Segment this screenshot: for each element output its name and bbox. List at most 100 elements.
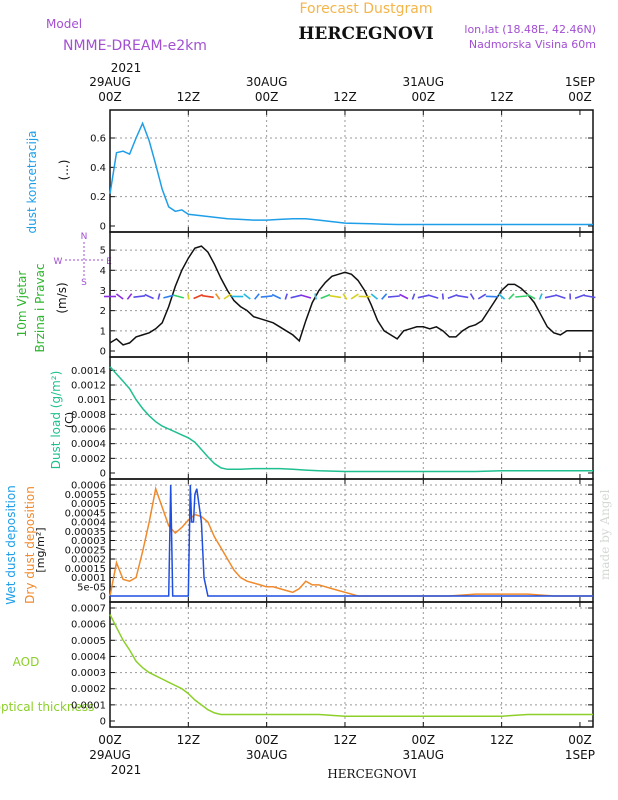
top-hour-label: 00Z <box>255 90 279 104</box>
ytick-label: 2 <box>100 306 106 317</box>
wind-arrow <box>538 293 543 300</box>
wind-arrow <box>329 294 342 299</box>
series-line-aod-0 <box>109 614 593 717</box>
ytick-label: 0.00045 <box>65 508 106 519</box>
ytick-label: 0.0006 <box>71 620 106 631</box>
bottom-hour-label: 12Z <box>333 733 357 747</box>
footer-station: HERCEGNOVI <box>327 767 417 781</box>
wind-arrow <box>498 293 506 300</box>
aod-ylabel: AOD <box>13 655 40 669</box>
wind-arrow <box>320 293 331 300</box>
ytick-label: 0.0014 <box>71 366 106 377</box>
panel-frame-dust-concentration <box>109 109 594 233</box>
ytick-label: 0.00055 <box>65 490 106 501</box>
wind-arrow <box>417 294 429 299</box>
deposition-unit: [mg/m²] <box>34 527 47 572</box>
top-hour-label: 00Z <box>412 90 436 104</box>
ytick-label: 4 <box>100 266 106 277</box>
ytick-label: 0.0002 <box>71 555 106 566</box>
series-line-dust-concentration-0 <box>109 121 593 226</box>
ytick-label: 0.0008 <box>71 410 106 421</box>
ytick-label: 0.0002 <box>71 684 106 695</box>
series-line-deposition-0 <box>109 485 593 597</box>
ytick-label: 0 <box>100 347 106 358</box>
bottom-hour-label: 00Z <box>98 733 122 747</box>
wind-arrow <box>583 294 596 299</box>
wind-arrow <box>243 293 251 300</box>
bottom-date-label: 30AUG <box>246 748 288 762</box>
ytick-label: 0 <box>100 592 106 603</box>
ytick-label: 0.0002 <box>71 454 106 465</box>
bottom-date-label: 31AUG <box>403 748 445 762</box>
bottom-hour-label: 00Z <box>255 733 279 747</box>
ytick-label: 0.0003 <box>71 668 106 679</box>
ytick-label: 5e-05 <box>77 582 106 593</box>
ytick-label: 0 <box>100 222 106 233</box>
compass-rose: N S W E <box>54 232 113 288</box>
wind-arrow <box>387 295 400 298</box>
wind-arrow <box>201 294 214 299</box>
wind-arrow <box>215 293 221 300</box>
wind-arrow <box>144 293 154 300</box>
dust-load-ylabel: Dust load (g/m²) <box>49 371 63 470</box>
top-hour-label: 12Z <box>333 90 357 104</box>
wind-arrow <box>115 293 124 300</box>
bottom-hour-label: 12Z <box>177 733 201 747</box>
wind-arrow <box>447 293 458 300</box>
wind-arrow <box>314 293 317 300</box>
compass-n: N <box>81 232 88 242</box>
dust-load-unit: (C) <box>63 412 76 428</box>
wind-ylabel: 10m Vjetar <box>15 271 29 338</box>
ytick-label: 5 <box>100 246 106 257</box>
bottom-year: 2021 <box>111 763 142 777</box>
ytick-label: 0.0007 <box>71 604 106 615</box>
panel-frame-wind <box>109 231 594 358</box>
ytick-label: 0.0003 <box>71 536 106 547</box>
model-label: Model <box>46 17 82 31</box>
panel-frame-aod <box>109 601 594 728</box>
ytick-label: 0.0005 <box>71 499 106 510</box>
wind-arrow <box>290 294 302 299</box>
model-name: NMME-DREAM-e2km <box>63 38 207 54</box>
wind-arrow <box>133 295 146 298</box>
aod-ylabel2: optical thickness <box>0 700 94 714</box>
bottom-date-label: 1SEP <box>565 748 595 762</box>
top-hour-label: 00Z <box>568 90 592 104</box>
top-date-label: 29AUG <box>89 75 131 89</box>
wind-arrow <box>399 293 409 300</box>
ytick-label: 0.0006 <box>71 425 106 436</box>
watermark: made by Angel <box>598 489 612 580</box>
dust-concentration-unit: (...) <box>57 160 71 181</box>
top-hour-label: 00Z <box>98 90 122 104</box>
panel-frame-dust-load <box>109 356 594 480</box>
wind-arrow <box>284 293 288 300</box>
ytick-label: 0.0004 <box>71 439 106 450</box>
wind-arrow <box>260 295 273 298</box>
ytick-label: 0.00015 <box>65 564 106 575</box>
top-date-label: 31AUG <box>403 75 445 89</box>
top-date-label: 30AUG <box>246 75 288 89</box>
ytick-label: 0 <box>100 469 106 480</box>
series-line-wind-0 <box>109 245 593 346</box>
ytick-label: 0.6 <box>90 134 106 145</box>
wind-unit: (m/s) <box>55 282 69 313</box>
compass-w: W <box>54 257 63 267</box>
bottom-hour-label: 12Z <box>490 733 514 747</box>
ytick-label: 0.0004 <box>71 652 106 663</box>
top-year: 2021 <box>111 61 142 75</box>
wind-arrow <box>163 294 175 299</box>
top-date-label: 1SEP <box>565 75 595 89</box>
wind-arrow <box>157 293 161 300</box>
ytick-label: 0.0001 <box>71 573 106 584</box>
wind-arrow <box>223 293 232 300</box>
compass-s: S <box>81 278 87 288</box>
bottom-hour-label: 00Z <box>568 733 592 747</box>
wind-arrow <box>515 295 528 298</box>
bottom-date-label: 29AUG <box>89 748 131 762</box>
wind-arrow <box>477 293 487 300</box>
wind-arrow <box>544 294 557 299</box>
ytick-label: 0.001 <box>77 395 106 406</box>
wind-arrow <box>508 293 515 300</box>
